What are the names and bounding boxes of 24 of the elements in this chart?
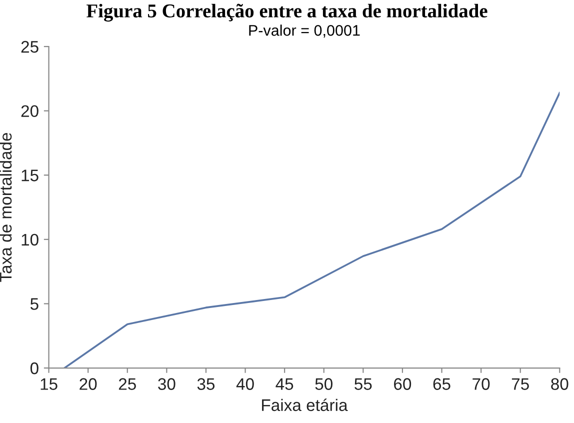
x-tick-label: 35	[197, 378, 215, 390]
x-tick-label: 65	[433, 378, 450, 390]
x-tick-label: 55	[354, 378, 372, 390]
x-tick-label: 70	[472, 378, 490, 390]
chart-title: Figura 5 Correlação entre a taxa de mortalidade	[86, 4, 488, 22]
y-tick-label: 10	[22, 234, 38, 246]
x-tick-label: 45	[276, 378, 294, 390]
y-tick-label: 0	[30, 362, 38, 374]
y-tick-label: 25	[21, 40, 38, 53]
x-tick-label: 75	[512, 378, 529, 390]
x-tick-label: 25	[118, 378, 136, 390]
chart-subtitle: P-valor = 0,0001	[249, 24, 360, 38]
x-tick-label: 40	[236, 378, 254, 390]
x-tick-label: 80	[551, 378, 568, 390]
x-tick-label: 15	[40, 378, 58, 390]
x-axis-title: Faixa etária	[262, 398, 348, 412]
x-tick-label: 50	[315, 378, 332, 390]
y-tick-label: 5	[30, 298, 38, 310]
y-tick-label: 20	[21, 105, 38, 118]
x-tick-label: 60	[394, 378, 412, 390]
x-tick-label: 20	[80, 378, 97, 390]
line-series	[64, 92, 560, 368]
y-tick-label: 15	[22, 170, 38, 182]
x-tick-label: 30	[158, 378, 176, 390]
